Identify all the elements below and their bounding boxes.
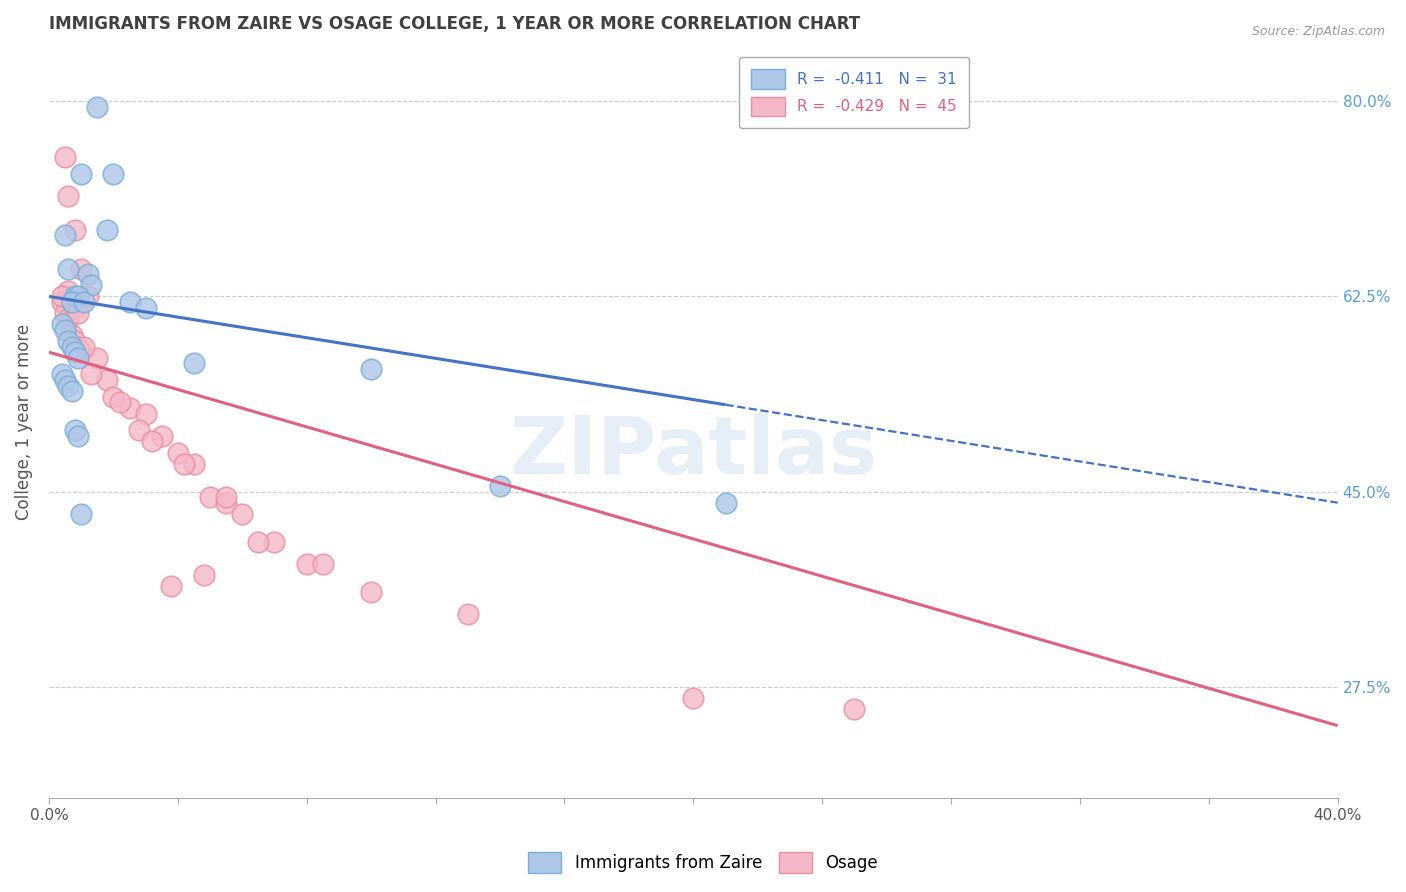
Point [714, 496, 737, 510]
Point [66, 429, 89, 443]
Point [193, 568, 215, 582]
Point [247, 534, 270, 549]
Point [73, 340, 96, 354]
Point [360, 362, 382, 376]
Point [58, 284, 80, 298]
Point [150, 429, 173, 443]
Point [58, 189, 80, 203]
Point [60, 340, 83, 354]
Point [60, 384, 83, 399]
Legend: R =  -0.411   N =  31, R =  -0.429   N =  45: R = -0.411 N = 31, R = -0.429 N = 45 [740, 57, 969, 128]
Point [70, 345, 93, 359]
Point [295, 557, 318, 571]
Point [63, 345, 86, 359]
Point [60, 328, 83, 343]
Point [173, 457, 195, 471]
Point [53, 323, 76, 337]
Point [215, 490, 238, 504]
Point [63, 289, 86, 303]
Point [73, 295, 96, 310]
Point [66, 351, 89, 365]
Point [215, 496, 238, 510]
Point [53, 373, 76, 387]
Point [166, 445, 188, 459]
Point [231, 507, 253, 521]
Point [141, 434, 163, 449]
Text: ZIPatlas: ZIPatlas [509, 413, 877, 491]
Point [53, 150, 76, 164]
Point [51, 318, 73, 332]
Point [118, 295, 141, 310]
Point [80, 278, 103, 293]
Point [60, 295, 83, 310]
Point [263, 534, 285, 549]
Point [183, 356, 205, 370]
Point [58, 261, 80, 276]
Point [60, 295, 83, 310]
Point [76, 289, 98, 303]
Point [66, 289, 89, 303]
Point [66, 340, 89, 354]
Text: IMMIGRANTS FROM ZAIRE VS OSAGE COLLEGE, 1 YEAR OR MORE CORRELATION CHART: IMMIGRANTS FROM ZAIRE VS OSAGE COLLEGE, … [49, 15, 860, 33]
Point [183, 457, 205, 471]
Point [312, 557, 335, 571]
Point [70, 261, 93, 276]
Point [63, 301, 86, 315]
Point [63, 222, 86, 236]
Point [103, 167, 125, 181]
Legend: Immigrants from Zaire, Osage: Immigrants from Zaire, Osage [522, 846, 884, 880]
Point [160, 579, 183, 593]
Point [489, 479, 512, 493]
Point [53, 306, 76, 320]
Point [58, 378, 80, 392]
Point [135, 301, 157, 315]
Point [360, 585, 382, 599]
Point [51, 295, 73, 310]
Point [53, 228, 76, 243]
Point [682, 690, 704, 705]
Point [86, 351, 108, 365]
Point [58, 334, 80, 348]
Point [96, 373, 118, 387]
Point [128, 423, 150, 437]
Point [63, 334, 86, 348]
Point [70, 167, 93, 181]
Point [457, 607, 479, 622]
Point [51, 289, 73, 303]
Point [108, 395, 131, 409]
Point [63, 423, 86, 437]
Point [51, 368, 73, 382]
Point [96, 222, 118, 236]
Point [70, 507, 93, 521]
Text: Source: ZipAtlas.com: Source: ZipAtlas.com [1251, 25, 1385, 38]
Point [103, 390, 125, 404]
Point [86, 100, 108, 114]
Point [135, 407, 157, 421]
Point [80, 368, 103, 382]
Point [66, 306, 89, 320]
Point [118, 401, 141, 415]
Point [844, 702, 866, 716]
Point [198, 490, 221, 504]
Point [58, 311, 80, 326]
Y-axis label: College, 1 year or more: College, 1 year or more [15, 324, 32, 520]
Point [76, 267, 98, 281]
